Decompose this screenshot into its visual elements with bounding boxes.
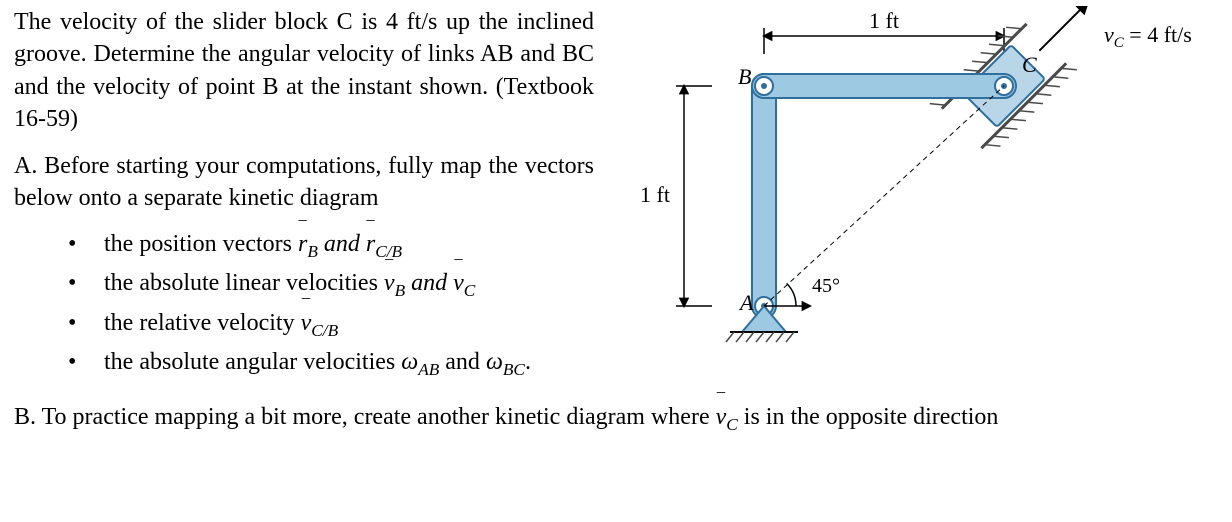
vB-sub: B: [395, 281, 406, 300]
b1-and: and: [324, 231, 366, 257]
vC-symbol: v: [453, 267, 464, 299]
bullet-relative-velocity: the relative velocity vC/B: [68, 307, 594, 342]
rB-sub: B: [307, 242, 318, 261]
bullet-absolute-velocities: the absolute linear velocities vB and vC: [68, 267, 594, 302]
svg-text:C: C: [1022, 52, 1037, 77]
vCB-sub: C/B: [311, 320, 338, 339]
top-row: The velocity of the slider block C is 4 …: [14, 6, 1218, 395]
vCB-symbol: v: [301, 307, 312, 339]
vB-base: v: [384, 270, 395, 296]
vC-sub: C: [464, 281, 476, 300]
rCB-base: r: [366, 231, 375, 257]
problem-content: The velocity of the slider block C is 4 …: [14, 6, 1218, 436]
part-b: B. To practice mapping a bit more, creat…: [14, 401, 1218, 436]
rCB-symbol: r: [366, 228, 375, 260]
wAB-sub: AB: [418, 360, 439, 379]
rB-base: r: [298, 231, 307, 257]
svg-text:vC = 4 ft/s: vC = 4 ft/s: [1104, 22, 1192, 51]
vC-sub-b: C: [726, 415, 738, 434]
svg-text:A: A: [738, 290, 754, 315]
b4-dot: .: [525, 349, 531, 375]
bullet-angular-velocities: the absolute angular velocities ωAB and …: [68, 346, 594, 381]
svg-text:1 ft: 1 ft: [869, 8, 899, 33]
vC-base: v: [453, 270, 464, 296]
partB-pre: B. To practice mapping a bit more, creat…: [14, 404, 716, 430]
vC-base-b: v: [716, 404, 727, 430]
wAB-base: ω: [401, 349, 418, 375]
b3-pre: the relative velocity: [104, 310, 301, 336]
problem-statement: The velocity of the slider block C is 4 …: [14, 6, 594, 136]
vB-symbol: v: [384, 267, 395, 299]
mechanism-figure: 1 ft 1 ft 45° vC = 4 ft/s B A C: [604, 6, 1204, 366]
b4-and: and: [439, 349, 486, 375]
vC-symbol-b: v: [716, 401, 727, 433]
bullet-position-vectors: the position vectors rB and rC/B: [68, 228, 594, 263]
part-a-lead: A. Before starting your computations, fu…: [14, 150, 594, 215]
b2-pre: the absolute linear velocities: [104, 270, 384, 296]
svg-text:B: B: [738, 64, 751, 89]
b2-and: and: [411, 270, 453, 296]
text-column: The velocity of the slider block C is 4 …: [14, 6, 604, 395]
vector-list: the position vectors rB and rC/B the abs…: [68, 228, 594, 381]
wBC-sub: BC: [503, 360, 525, 379]
figure-svg: 1 ft 1 ft 45° vC = 4 ft/s B A C: [604, 6, 1204, 366]
partB-post: is in the opposite direction: [738, 404, 999, 430]
b1-pre: the position vectors: [104, 231, 298, 257]
b4-pre: the absolute angular velocities: [104, 349, 401, 375]
wBC-base: ω: [486, 349, 503, 375]
svg-text:1 ft: 1 ft: [640, 182, 670, 207]
svg-text:45°: 45°: [812, 275, 840, 297]
vCB-base: v: [301, 310, 312, 336]
rB-symbol: r: [298, 228, 307, 260]
